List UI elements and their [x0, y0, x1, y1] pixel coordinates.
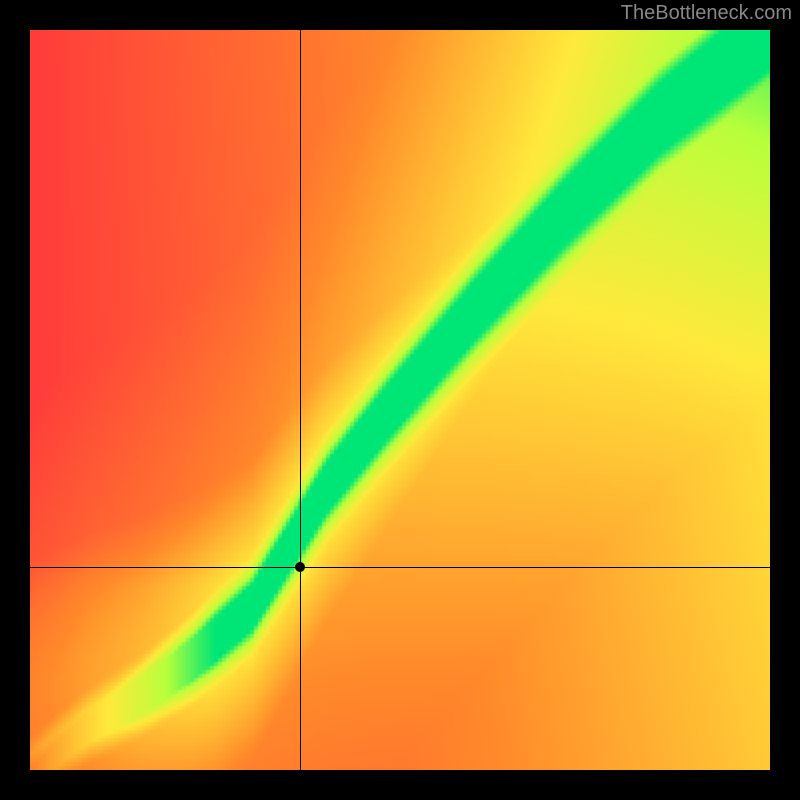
heatmap-chart [30, 30, 770, 770]
marker-dot [295, 562, 305, 572]
crosshair-vertical [300, 30, 301, 770]
crosshair-horizontal [30, 567, 770, 568]
watermark: TheBottleneck.com [621, 2, 792, 25]
heatmap-canvas [30, 30, 770, 770]
